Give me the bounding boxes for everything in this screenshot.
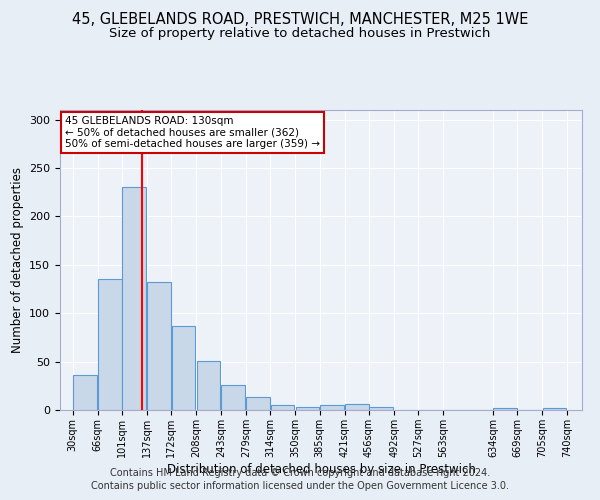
Text: Contains public sector information licensed under the Open Government Licence 3.: Contains public sector information licen…	[91, 481, 509, 491]
Bar	[320, 405, 344, 410]
Text: 45, GLEBELANDS ROAD, PRESTWICH, MANCHESTER, M25 1WE: 45, GLEBELANDS ROAD, PRESTWICH, MANCHEST…	[72, 12, 528, 28]
Bar	[197, 360, 220, 410]
Bar	[370, 407, 393, 410]
X-axis label: Distribution of detached houses by size in Prestwich: Distribution of detached houses by size …	[167, 462, 475, 475]
Bar	[98, 280, 122, 410]
Bar	[172, 326, 196, 410]
Bar	[493, 408, 517, 410]
Text: Size of property relative to detached houses in Prestwich: Size of property relative to detached ho…	[109, 28, 491, 40]
Bar	[122, 188, 146, 410]
Bar	[345, 404, 368, 410]
Bar	[542, 408, 566, 410]
Y-axis label: Number of detached properties: Number of detached properties	[11, 167, 23, 353]
Bar	[246, 398, 270, 410]
Bar	[296, 407, 319, 410]
Text: Contains HM Land Registry data © Crown copyright and database right 2024.: Contains HM Land Registry data © Crown c…	[110, 468, 490, 477]
Bar	[271, 405, 294, 410]
Bar	[148, 282, 171, 410]
Text: 45 GLEBELANDS ROAD: 130sqm
← 50% of detached houses are smaller (362)
50% of sem: 45 GLEBELANDS ROAD: 130sqm ← 50% of deta…	[65, 116, 320, 149]
Bar	[73, 375, 97, 410]
Bar	[221, 385, 245, 410]
